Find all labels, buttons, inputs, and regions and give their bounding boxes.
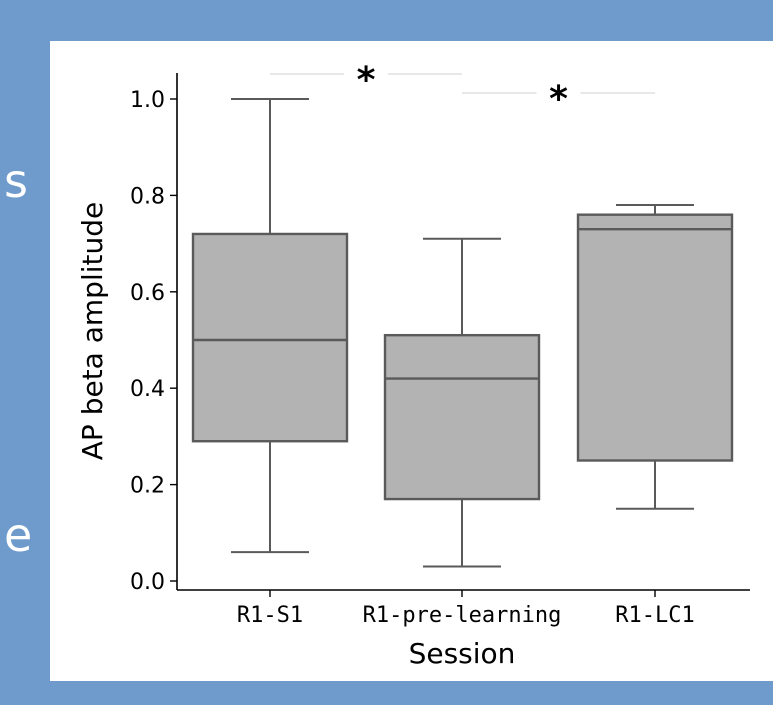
y-tick-label: 0.0 — [130, 570, 165, 595]
y-tick-label: 1.0 — [130, 88, 165, 113]
box-series — [191, 98, 734, 568]
iqr-box — [383, 333, 541, 501]
significance-bracket-1: * — [270, 60, 462, 101]
figure-panel: * * 0.0 0.2 0.4 0.6 0.8 1.0 R1-S1 R1-pre-learni… — [50, 41, 773, 681]
box-R1-S1 — [191, 98, 349, 554]
x-tick-label: R1-pre-learning — [363, 603, 562, 628]
edge-text-fragment-2: e — [4, 508, 33, 562]
y-tick-label: 0.8 — [130, 184, 165, 209]
x-axis-label: Session — [409, 637, 516, 670]
y-tick-label: 0.2 — [130, 474, 165, 499]
y-tick-label: 0.4 — [130, 377, 165, 402]
x-tick-label: R1-LC1 — [615, 603, 694, 628]
y-axis-label: AP beta amplitude — [76, 202, 109, 460]
iqr-box — [191, 232, 349, 443]
box-plot-chart: * * 0.00.20.40.60.81.0 R1-S1 R1-pre-learni… — [76, 60, 750, 670]
significance-star: * — [357, 60, 376, 101]
significance-brackets: * * — [270, 60, 655, 120]
x-ticks: R1-S1 R1-pre-learning R1-LC1 — [237, 590, 695, 628]
edge-text-fragment-1: s — [4, 154, 28, 208]
box-R1-LC1 — [576, 204, 734, 510]
significance-bracket-2: * — [462, 79, 655, 120]
x-tick-label: R1-S1 — [237, 603, 303, 628]
y-ticks: 0.0 0.2 0.4 0.6 0.8 1.0 — [130, 88, 177, 595]
y-tick-label: 0.6 — [130, 281, 165, 306]
box-R1-pre-learning — [383, 237, 541, 568]
significance-star: * — [549, 79, 568, 120]
iqr-box — [576, 213, 734, 462]
